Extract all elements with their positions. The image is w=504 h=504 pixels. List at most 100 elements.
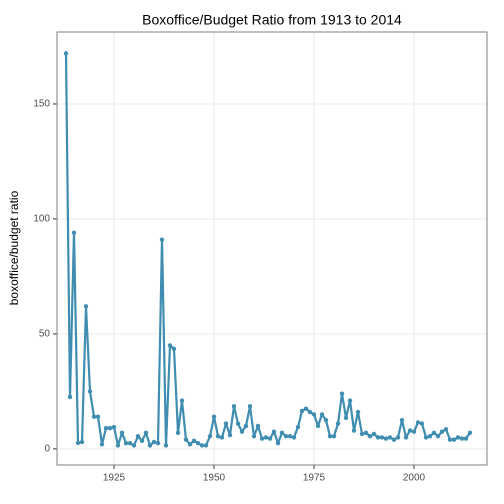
plot-border bbox=[56, 31, 488, 466]
point bbox=[435, 434, 441, 439]
x-tick-label: 1975 bbox=[303, 473, 326, 484]
point bbox=[463, 436, 469, 441]
point bbox=[367, 434, 373, 439]
point bbox=[299, 408, 305, 414]
y-tick-label: 0 bbox=[44, 444, 50, 455]
point bbox=[227, 432, 233, 438]
point bbox=[231, 404, 237, 409]
point bbox=[131, 443, 137, 448]
plot-panel bbox=[57, 32, 487, 465]
point bbox=[355, 409, 361, 415]
point bbox=[375, 435, 381, 440]
point bbox=[335, 421, 341, 426]
point bbox=[223, 421, 229, 426]
point bbox=[351, 428, 357, 433]
point bbox=[347, 398, 353, 403]
point bbox=[211, 414, 217, 419]
point bbox=[327, 434, 333, 439]
point bbox=[119, 430, 125, 436]
point bbox=[63, 51, 69, 56]
point bbox=[87, 389, 93, 394]
point bbox=[323, 417, 329, 423]
point bbox=[267, 436, 273, 441]
point bbox=[191, 438, 197, 444]
point bbox=[371, 431, 377, 437]
point bbox=[363, 430, 369, 436]
point bbox=[239, 429, 245, 434]
point bbox=[275, 440, 281, 446]
point bbox=[387, 435, 393, 440]
chart-title: Boxoffice/Budget Ratio from 1913 to 2014 bbox=[142, 12, 402, 28]
point bbox=[143, 430, 149, 436]
point bbox=[243, 423, 249, 429]
point bbox=[319, 412, 325, 417]
point bbox=[207, 434, 213, 439]
point bbox=[71, 230, 77, 235]
point bbox=[399, 417, 405, 423]
point bbox=[287, 434, 293, 439]
point bbox=[163, 443, 169, 448]
point bbox=[419, 421, 425, 426]
point bbox=[467, 430, 473, 436]
x-tick-label: 1925 bbox=[103, 473, 126, 484]
point bbox=[295, 424, 301, 430]
point bbox=[291, 435, 297, 440]
x-tick-label: 1950 bbox=[203, 473, 226, 484]
point bbox=[459, 436, 465, 441]
point bbox=[431, 430, 437, 436]
point bbox=[235, 421, 241, 426]
point bbox=[219, 435, 225, 440]
point bbox=[407, 428, 413, 433]
point bbox=[187, 442, 193, 447]
point bbox=[123, 440, 129, 446]
point bbox=[423, 435, 429, 440]
point bbox=[411, 429, 417, 434]
point bbox=[331, 434, 337, 439]
point bbox=[455, 435, 461, 440]
point bbox=[283, 434, 289, 439]
point bbox=[167, 343, 173, 348]
point bbox=[427, 434, 433, 439]
point bbox=[271, 429, 277, 434]
y-tick-label: 100 bbox=[33, 214, 50, 225]
y-tick-label: 50 bbox=[39, 329, 51, 340]
point bbox=[179, 398, 185, 403]
point bbox=[127, 440, 133, 446]
point bbox=[315, 423, 321, 429]
point bbox=[215, 434, 221, 439]
point bbox=[255, 423, 261, 429]
point bbox=[151, 439, 157, 445]
point bbox=[115, 443, 121, 448]
point bbox=[175, 430, 181, 436]
point bbox=[203, 443, 209, 448]
point bbox=[199, 443, 205, 448]
point bbox=[443, 427, 449, 432]
point bbox=[343, 415, 349, 421]
point bbox=[339, 391, 345, 396]
point bbox=[183, 437, 189, 442]
point bbox=[259, 436, 265, 441]
point bbox=[359, 431, 365, 437]
point bbox=[251, 434, 257, 439]
point bbox=[383, 436, 389, 441]
point bbox=[379, 435, 385, 440]
point bbox=[155, 440, 161, 446]
x-tick-label: 2000 bbox=[403, 473, 426, 484]
point bbox=[103, 426, 109, 431]
point bbox=[79, 439, 85, 445]
point bbox=[395, 435, 401, 440]
point bbox=[91, 414, 97, 419]
point bbox=[159, 237, 165, 242]
point bbox=[139, 438, 145, 444]
point bbox=[83, 304, 89, 309]
point bbox=[95, 414, 101, 419]
y-tick-label: 150 bbox=[33, 99, 50, 110]
point bbox=[111, 424, 117, 430]
point bbox=[147, 443, 153, 448]
point bbox=[99, 442, 105, 447]
point bbox=[403, 435, 409, 440]
point bbox=[263, 435, 269, 440]
point bbox=[279, 430, 285, 436]
point bbox=[67, 394, 73, 400]
